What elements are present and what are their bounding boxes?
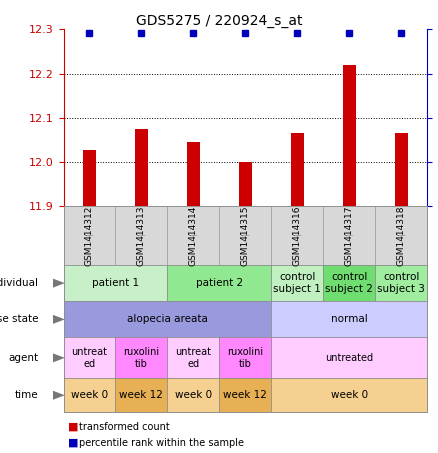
- Text: control
subject 2: control subject 2: [325, 272, 373, 294]
- Text: GSM1414316: GSM1414316: [293, 205, 302, 266]
- Text: agent: agent: [8, 353, 39, 363]
- Text: ■: ■: [68, 438, 78, 448]
- Text: week 0: week 0: [71, 390, 108, 400]
- Text: time: time: [15, 390, 39, 400]
- Bar: [187, 142, 200, 206]
- Text: alopecia areata: alopecia areata: [127, 314, 208, 324]
- Text: GSM1414315: GSM1414315: [241, 205, 250, 266]
- Text: disease state: disease state: [0, 314, 39, 324]
- Text: GSM1414315: GSM1414315: [240, 235, 250, 236]
- Bar: [343, 65, 356, 206]
- Text: untreat
ed: untreat ed: [71, 347, 107, 369]
- Bar: [83, 150, 96, 206]
- Text: normal: normal: [331, 314, 367, 324]
- Bar: [395, 133, 408, 206]
- Text: control
subject 1: control subject 1: [273, 272, 321, 294]
- Bar: [291, 133, 304, 206]
- Text: GDS5275 / 220924_s_at: GDS5275 / 220924_s_at: [136, 14, 302, 28]
- Text: week 0: week 0: [175, 390, 212, 400]
- Text: GSM1414316: GSM1414316: [293, 235, 302, 236]
- Text: week 12: week 12: [120, 390, 163, 400]
- Text: GSM1414314: GSM1414314: [189, 205, 198, 266]
- Text: individual: individual: [0, 278, 39, 288]
- Text: untreated: untreated: [325, 353, 373, 363]
- Text: GSM1414312: GSM1414312: [85, 205, 94, 266]
- Text: GSM1414318: GSM1414318: [396, 205, 406, 266]
- Text: ■: ■: [68, 422, 78, 432]
- Bar: [239, 162, 252, 206]
- Text: GSM1414317: GSM1414317: [345, 205, 353, 266]
- Text: transformed count: transformed count: [79, 422, 170, 432]
- Text: percentile rank within the sample: percentile rank within the sample: [79, 438, 244, 448]
- Text: GSM1414313: GSM1414313: [137, 235, 146, 236]
- Text: GSM1414317: GSM1414317: [345, 235, 354, 236]
- Text: patient 1: patient 1: [92, 278, 139, 288]
- Text: untreat
ed: untreat ed: [175, 347, 212, 369]
- Text: patient 2: patient 2: [196, 278, 243, 288]
- Bar: [135, 129, 148, 206]
- Text: GSM1414312: GSM1414312: [85, 235, 94, 236]
- Text: week 12: week 12: [223, 390, 267, 400]
- Text: GSM1414314: GSM1414314: [189, 235, 198, 236]
- Text: GSM1414313: GSM1414313: [137, 205, 146, 266]
- Text: week 0: week 0: [331, 390, 368, 400]
- Text: ruxolini
tib: ruxolini tib: [124, 347, 159, 369]
- Text: control
subject 3: control subject 3: [377, 272, 425, 294]
- Text: ruxolini
tib: ruxolini tib: [227, 347, 263, 369]
- Text: GSM1414318: GSM1414318: [396, 235, 406, 236]
